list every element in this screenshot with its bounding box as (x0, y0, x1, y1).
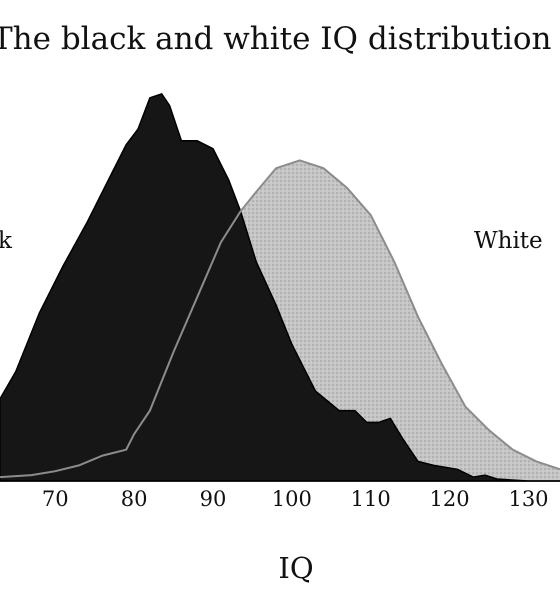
x-tick-label: 110 (351, 487, 391, 511)
x-tick-label: 70 (42, 487, 69, 511)
x-axis-ticks: 70 80 90 100 110 120 130 (42, 487, 549, 511)
series-label-black: k (0, 228, 13, 254)
black-distribution-area (0, 93, 560, 482)
x-tick-label: 90 (200, 487, 227, 511)
chart-title: The black and white IQ distribution (0, 21, 552, 57)
x-axis-label: IQ (278, 551, 313, 585)
x-tick-label: 120 (430, 487, 470, 511)
white-distribution-outline (0, 159, 560, 479)
x-tick-label: 100 (272, 487, 312, 511)
distribution-areas (0, 93, 560, 482)
series-label-white: White (474, 228, 543, 254)
x-tick-label: 80 (121, 487, 148, 511)
x-tick-label: 130 (508, 487, 548, 511)
